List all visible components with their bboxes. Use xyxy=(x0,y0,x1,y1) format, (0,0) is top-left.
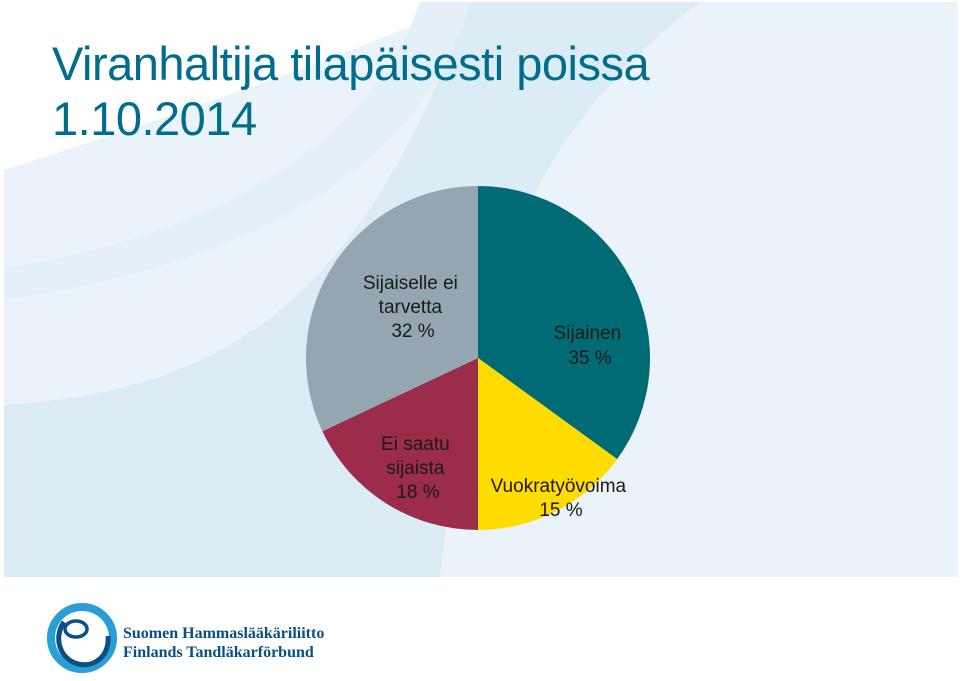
slice-label-ei-saatu-line2: sijaista xyxy=(386,458,445,479)
logo-line-1: Suomen Hammaslääkäriliitto xyxy=(123,625,325,642)
slice-label-sijaiselle-line2: tarvetta xyxy=(379,297,443,318)
logo-tooth-shape xyxy=(63,619,89,639)
pie-slice-sijainen xyxy=(478,186,650,460)
slice-label-sijaiselle-line1: Sijaiselle ei xyxy=(363,273,458,294)
slice-label-ei-saatu-line1: Ei saatu xyxy=(381,434,450,455)
slice-label-vuokratyovoima-value: 15 % xyxy=(539,500,582,521)
title-line-1: Viranhaltija tilapäisesti poissa xyxy=(52,37,650,90)
slide-title: Viranhaltija tilapäisesti poissa 1.10.20… xyxy=(52,36,650,146)
slice-label-sijainen-value: 35 % xyxy=(568,348,611,369)
pie-slice-ei-saatu-sijaista xyxy=(322,358,478,530)
logo-text: Suomen Hammaslääkäriliitto Finlands Tand… xyxy=(123,624,324,662)
slice-label-vuokratyovoima-name: Vuokratyövoima xyxy=(491,476,627,497)
organization-logo: Suomen Hammaslääkäriliitto Finlands Tand… xyxy=(46,602,326,674)
slice-label-ei-saatu-value: 18 % xyxy=(396,482,439,503)
title-line-2: 1.10.2014 xyxy=(52,92,257,145)
slice-label-sijainen: Sijainen 35 % xyxy=(554,323,627,369)
pie-slice-sijaiselle-ei-tarvetta xyxy=(306,186,478,432)
slice-label-vuokratyovoima: Vuokratyövoima 15 % xyxy=(491,476,632,521)
slice-label-ei-saatu: Ei saatu sijaista 18 % xyxy=(381,434,455,503)
logo-ring-outer xyxy=(47,603,117,673)
slice-label-sijaiselle: Sijaiselle ei tarvetta 32 % xyxy=(363,273,463,342)
background-swoosh xyxy=(4,2,470,170)
slice-label-sijaiselle-value: 32 % xyxy=(391,321,434,342)
pie-slice-vuokratyovoima xyxy=(478,358,618,530)
pie-slices xyxy=(306,186,650,530)
logo-ring-swirl xyxy=(56,620,111,668)
background-arc xyxy=(4,2,470,300)
slice-label-sijainen-name: Sijainen xyxy=(554,323,622,344)
tooth-circle-logo-icon xyxy=(47,603,117,673)
footer-white-area xyxy=(0,577,960,681)
logo-line-2: Finlands Tandläkarförbund xyxy=(123,644,314,661)
